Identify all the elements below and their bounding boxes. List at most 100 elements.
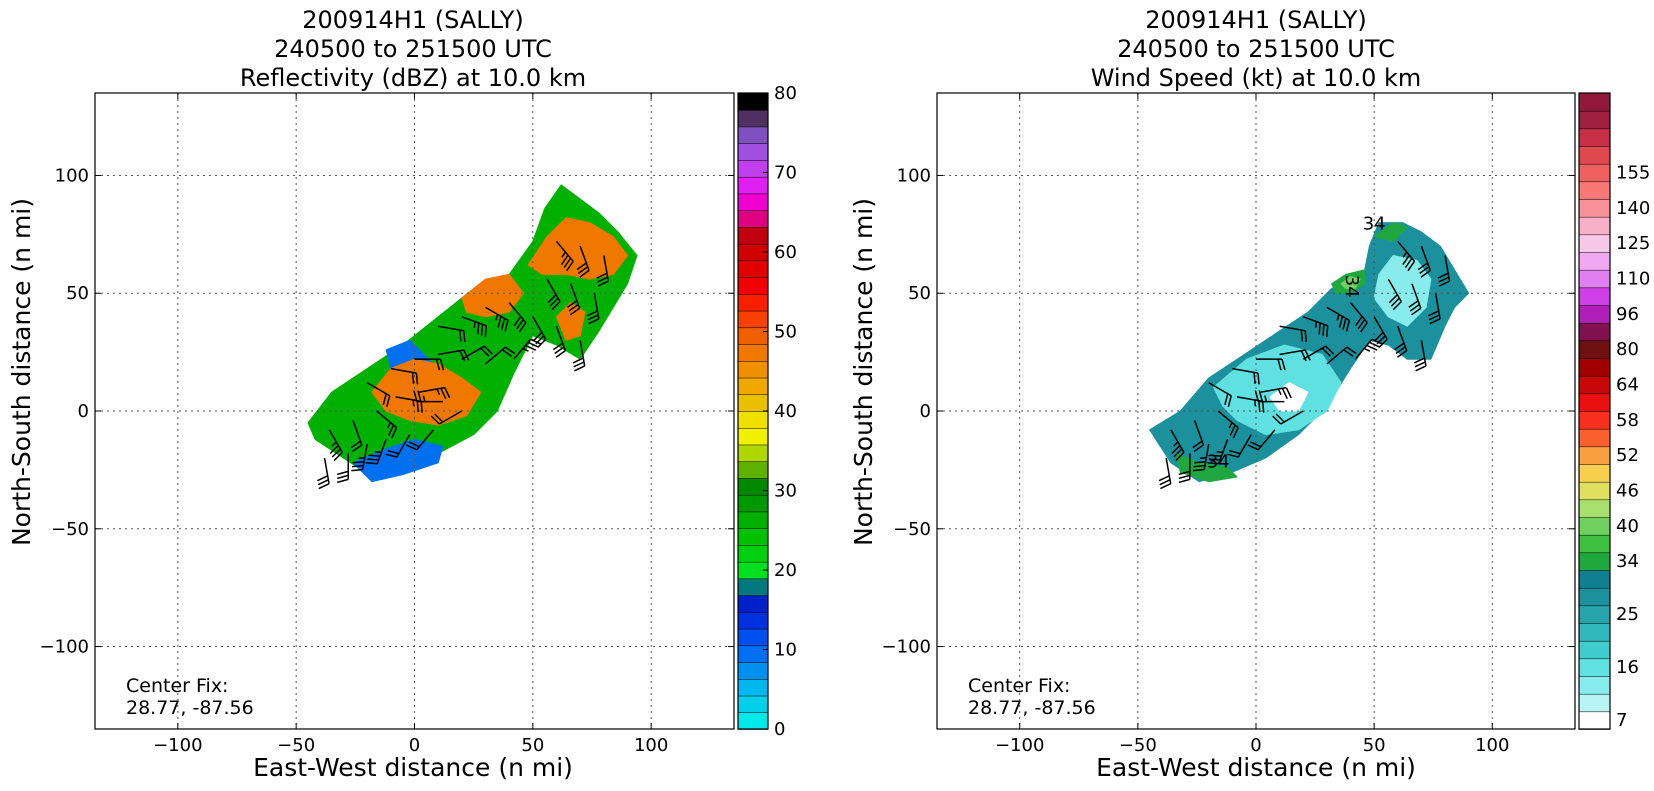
- colorbar-cell: [738, 595, 768, 612]
- colorbar-cell: [738, 294, 768, 311]
- colorbar-tick-label: 25: [1616, 604, 1639, 625]
- colorbar-cell: [738, 461, 768, 478]
- colorbar-cell: [738, 277, 768, 294]
- colorbar-cell: [1579, 464, 1610, 482]
- grid: [937, 93, 1575, 729]
- colorbar-cell: [738, 411, 768, 428]
- colorbar-cell: [738, 260, 768, 277]
- colorbar-tick-label: 64: [1616, 375, 1639, 396]
- colorbar-cell: [738, 645, 768, 662]
- field-layer: [1150, 223, 1469, 482]
- colorbar-cell: [1579, 393, 1610, 411]
- panel1-center-fix-label: Center Fix:: [126, 675, 228, 697]
- colorbar-tick-label: 16: [1616, 657, 1639, 678]
- colorbar-cell: [1579, 376, 1610, 394]
- colorbar-cell: [1579, 588, 1610, 606]
- colorbar-cell: [738, 712, 768, 729]
- colorbar-cell: [738, 93, 768, 110]
- colorbar-cell: [738, 110, 768, 127]
- contour-label: 34: [1341, 275, 1362, 298]
- colorbar-tick-label: 155: [1616, 163, 1650, 184]
- colorbar-cell: [1579, 93, 1610, 111]
- panel2-title-line1: 200914H1 (SALLY): [1145, 6, 1367, 34]
- colorbar-cell: [1579, 340, 1610, 358]
- colorbar-cell: [1579, 270, 1610, 288]
- colorbar-cell: [1579, 234, 1610, 252]
- colorbar-cell: [738, 361, 768, 378]
- panel2-center-fix-label: Center Fix:: [968, 675, 1070, 697]
- colorbar-cell: [738, 679, 768, 696]
- colorbar-tick-label: 30: [774, 481, 797, 502]
- y-tick-label: 50: [66, 283, 89, 304]
- colorbar-cell: [738, 545, 768, 562]
- colorbar-tick-label: 40: [774, 401, 797, 422]
- colorbar-cell: [738, 177, 768, 194]
- colorbar-tick-label: 80: [774, 83, 797, 104]
- y-tick-label: −50: [51, 519, 89, 540]
- panel2-title-line2: 240500 to 251500 UTC: [1117, 35, 1395, 63]
- wind-barb: [1159, 458, 1171, 488]
- y-tick-label: 100: [55, 165, 89, 186]
- colorbar-cell: [1579, 429, 1610, 447]
- field-layer: [308, 185, 637, 482]
- colorbar-cell: [738, 344, 768, 361]
- colorbar-cell: [1579, 181, 1610, 199]
- colorbar-cell: [1579, 358, 1610, 376]
- colorbar-tick-label: 96: [1616, 304, 1639, 325]
- colorbar-cell: [1579, 552, 1610, 570]
- colorbar-cell: [738, 495, 768, 512]
- colorbar-cell: [1579, 711, 1610, 729]
- colorbar-cell: [738, 160, 768, 177]
- colorbar-tick-label: 58: [1616, 410, 1639, 431]
- panel2-center-fix-value: 28.77, -87.56: [968, 697, 1096, 719]
- wind-barb: [317, 458, 329, 488]
- colorbar-cell: [738, 193, 768, 210]
- colorbar-cell: [738, 394, 768, 411]
- colorbar-cell: [738, 528, 768, 545]
- colorbar-cell: [738, 478, 768, 495]
- colorbar-tick-label: 70: [774, 163, 797, 184]
- colorbar-tick-label: 40: [1616, 516, 1639, 537]
- panel2-y-axis-label: North-South distance (n mi): [849, 198, 878, 546]
- x-tick-label: 100: [1475, 735, 1509, 756]
- colorbar-cell: [1579, 128, 1610, 146]
- colorbar-cell: [1579, 658, 1610, 676]
- panel2-x-axis-label: East-West distance (n mi): [1096, 753, 1416, 782]
- x-tick-label: −100: [153, 735, 202, 756]
- colorbar-tick-label: 20: [774, 560, 797, 581]
- y-tick-label: −100: [882, 637, 931, 658]
- colorbar-cell: [1579, 111, 1610, 129]
- colorbar-tick-label: 7: [1616, 710, 1627, 731]
- wind-speed-panel: 200914H1 (SALLY) 240500 to 251500 UTC Wi…: [849, 6, 1650, 782]
- contour-label: 34: [1207, 452, 1230, 473]
- colorbar-tick-label: 0: [774, 719, 785, 740]
- colorbar-cell: [1579, 411, 1610, 429]
- panel1-y-axis-label: North-South distance (n mi): [7, 198, 36, 546]
- colorbar-tick-label: 52: [1616, 445, 1639, 466]
- x-tick-label: −100: [995, 735, 1044, 756]
- colorbar-cell: [1579, 323, 1610, 341]
- colorbar-cell: [738, 444, 768, 461]
- panel1-center-fix-value: 28.77, -87.56: [126, 697, 254, 719]
- x-tick-label: 100: [634, 735, 668, 756]
- y-tick-label: 100: [897, 165, 931, 186]
- colorbar-tick-label: 34: [1616, 551, 1639, 572]
- colorbar-cell: [738, 428, 768, 445]
- y-tick-label: 0: [920, 401, 931, 422]
- colorbar-cell: [1579, 305, 1610, 323]
- colorbar-cell: [1579, 535, 1610, 553]
- colorbar-cell: [1579, 199, 1610, 217]
- colorbar-tick-label: 50: [774, 322, 797, 343]
- colorbar-cell: [738, 143, 768, 160]
- colorbar-cell: [1579, 146, 1610, 164]
- colorbar-tick-label: 110: [1616, 269, 1650, 290]
- y-tick-label: 0: [78, 401, 89, 422]
- colorbar-cell: [738, 578, 768, 595]
- colorbar-tick-label: 80: [1616, 339, 1639, 360]
- colorbar-cell: [1579, 570, 1610, 588]
- colorbar-tick-label: 10: [774, 640, 797, 661]
- colorbar-cell: [1579, 499, 1610, 517]
